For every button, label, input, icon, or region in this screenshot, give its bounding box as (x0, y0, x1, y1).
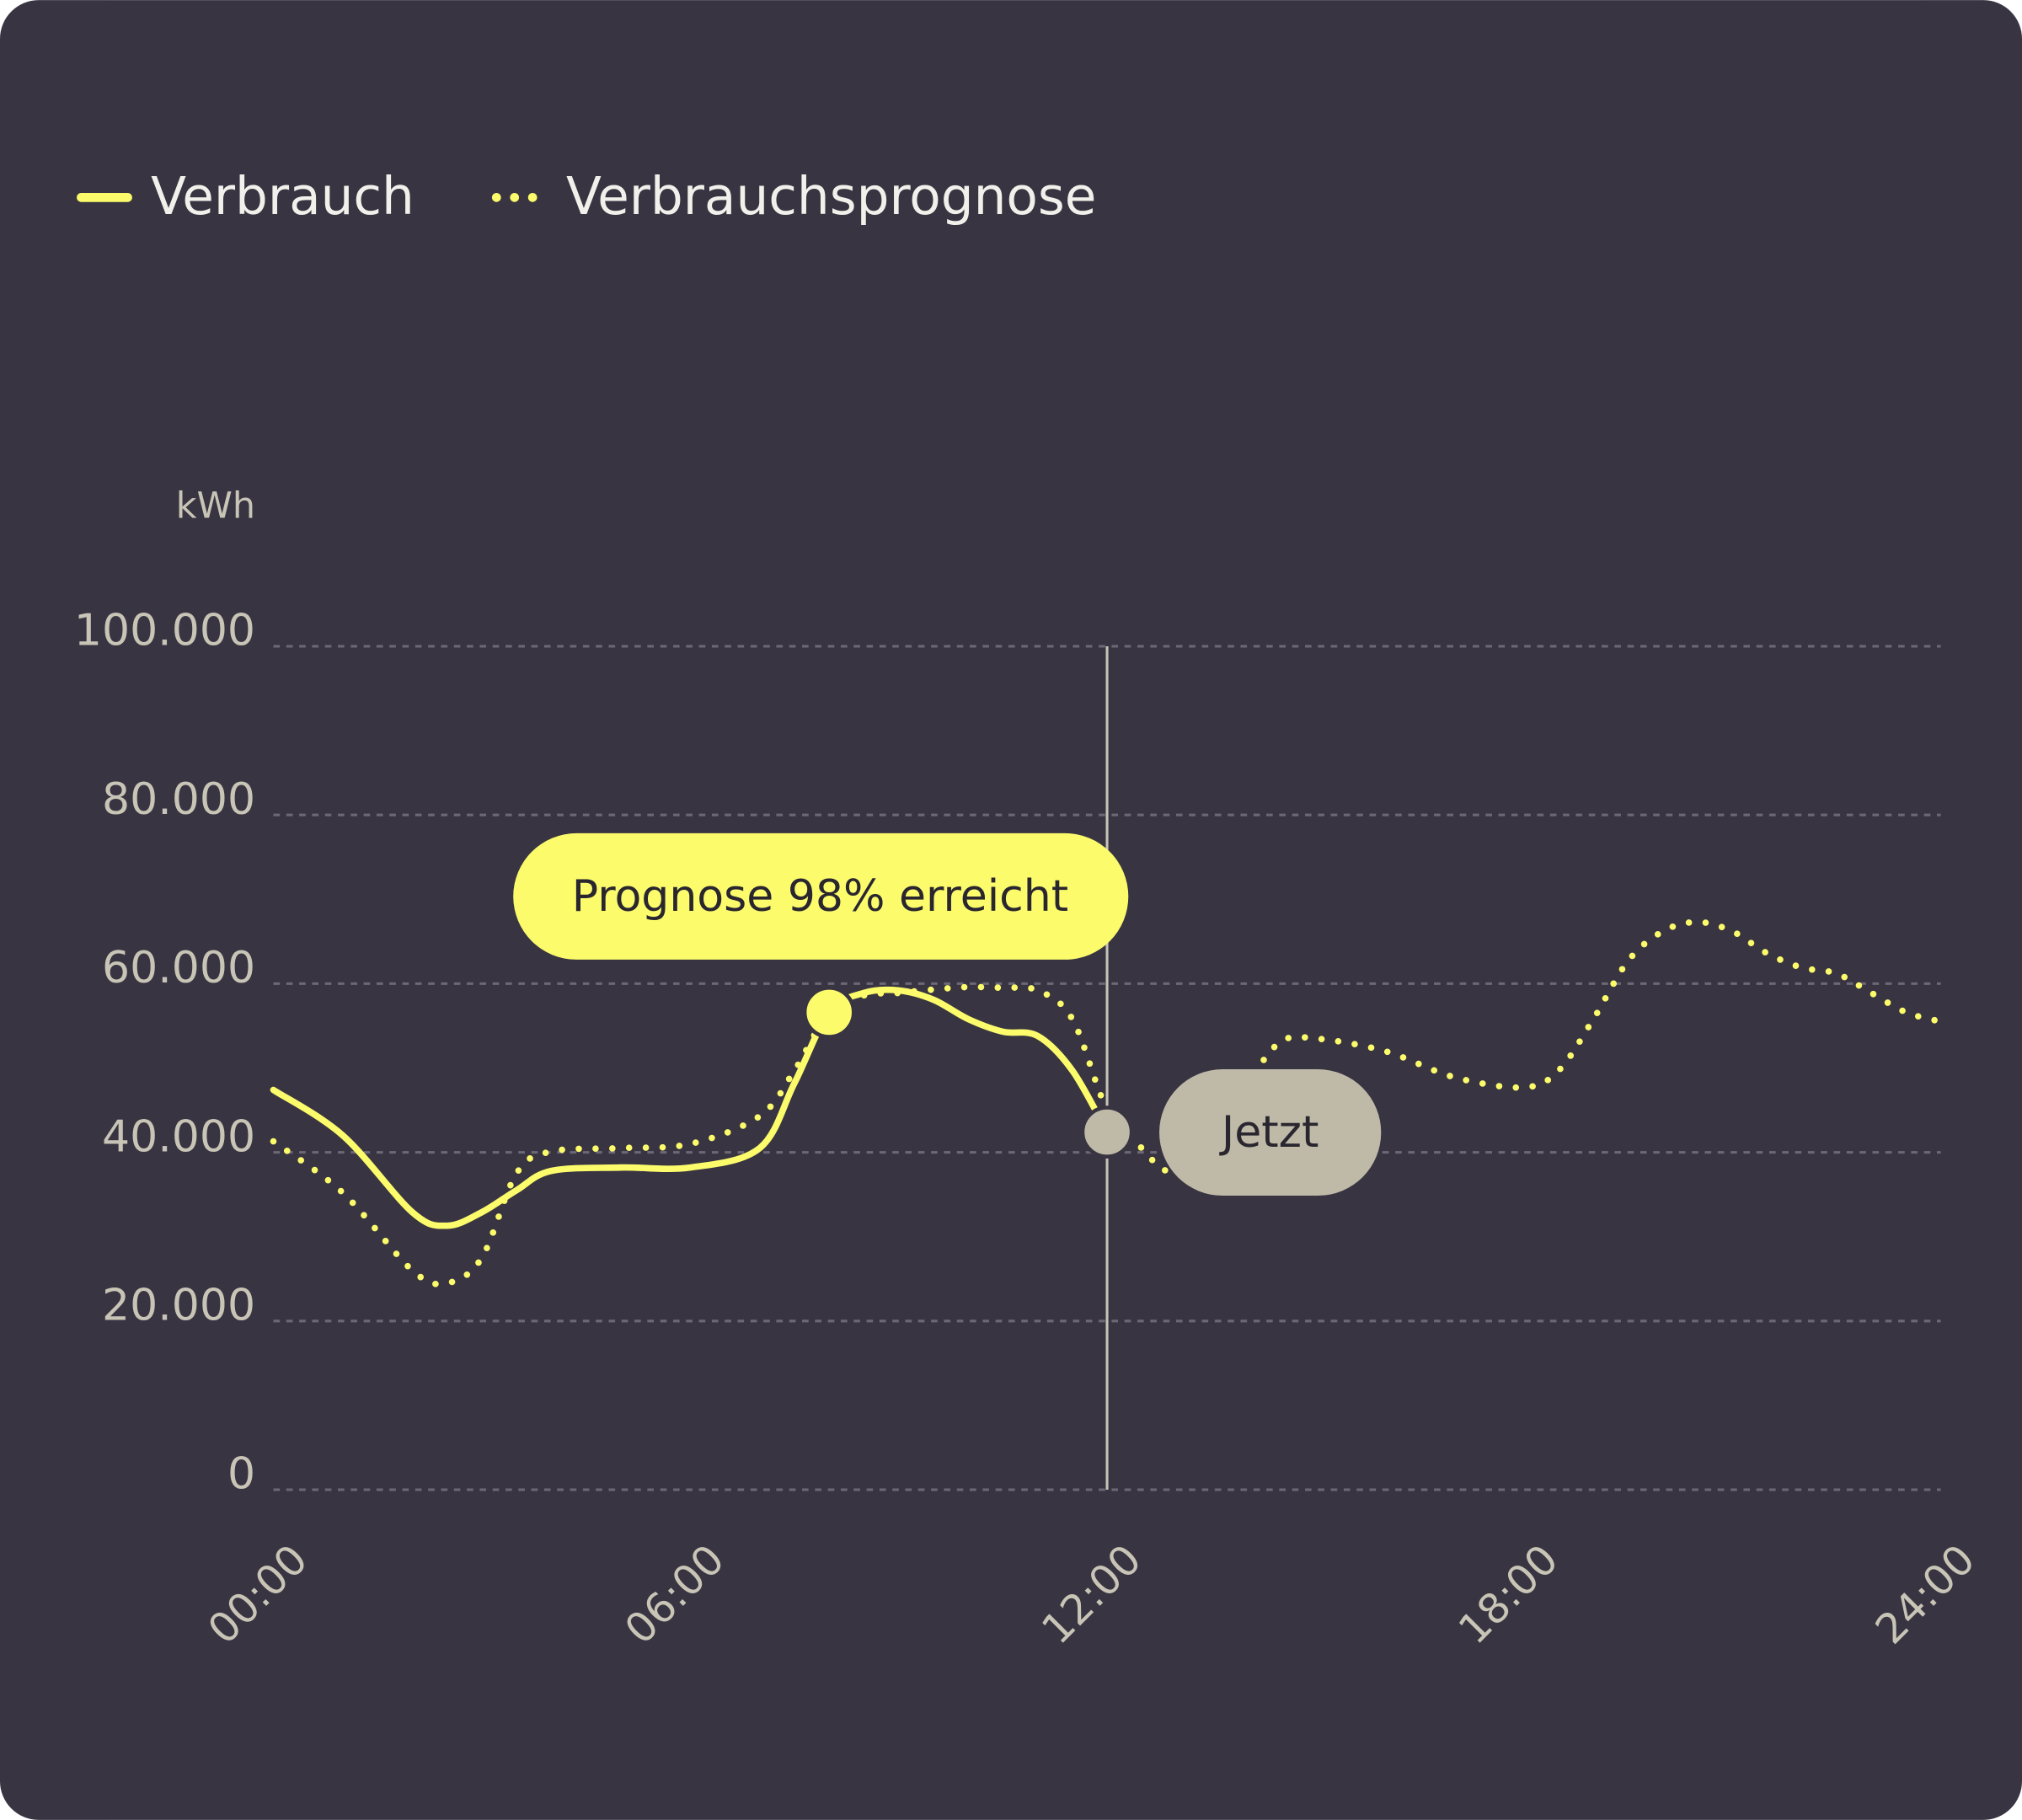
y-tick-label: 100.000 (74, 606, 255, 656)
highlight-dot (802, 986, 856, 1039)
y-axis-label: kWh (176, 485, 255, 527)
y-tick-label: 80.000 (102, 774, 255, 825)
legend-label: Verbrauchsprognose (566, 167, 1096, 227)
y-tick-label: 40.000 (102, 1111, 255, 1162)
now-dot (1080, 1105, 1134, 1159)
now-pill (1159, 1069, 1382, 1196)
y-tick-label: 20.000 (102, 1281, 255, 1331)
now-label: Jetzt (1219, 1107, 1319, 1158)
highlight-label: Prognose 98% erreicht (572, 871, 1068, 922)
y-tick-label: 60.000 (102, 943, 255, 993)
y-tick-label: 0 (227, 1449, 255, 1500)
highlight-pill (513, 832, 1129, 960)
legend-label: Verbrauch (151, 167, 415, 227)
series-line (270, 986, 1110, 1229)
